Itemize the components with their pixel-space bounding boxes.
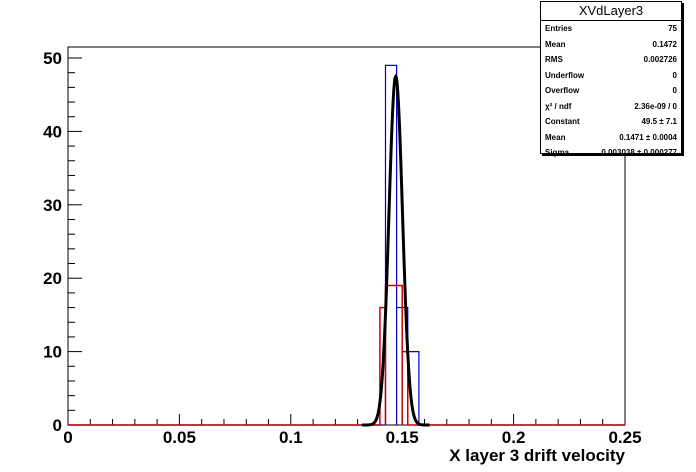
stats-row-underflow: Underflow 0 <box>545 70 677 80</box>
x-tick-label: 0.05 <box>163 428 196 447</box>
stats-row-sigma: Sigma 0.003038 ± 0.000277 <box>545 148 677 158</box>
y-tick-label: 30 <box>43 196 62 215</box>
stats-row-overflow: Overflow 0 <box>545 86 677 96</box>
y-tick-label: 0 <box>53 416 62 435</box>
stats-row-constant: Constant 49.5 ± 7.1 <box>545 117 677 127</box>
y-tick-label: 10 <box>43 343 62 362</box>
stats-row-chi2: χ² / ndf 2.36e-09 / 0 <box>545 101 677 111</box>
y-tick-label: 40 <box>43 122 62 141</box>
x-axis-label: X layer 3 drift velocity <box>449 446 625 465</box>
gaussian-fit-curve <box>361 73 430 427</box>
x-tick-label: 0.2 <box>502 428 526 447</box>
stats-row-mean: Mean 0.1472 <box>545 39 677 49</box>
x-tick-label: 0.25 <box>608 428 641 447</box>
y-tick-label: 50 <box>43 49 62 68</box>
histogram-series-2 <box>68 284 625 426</box>
y-tick-label: 20 <box>43 269 62 288</box>
x-tick-label: 0.1 <box>279 428 303 447</box>
stats-row-rms: RMS 0.002726 <box>545 55 677 65</box>
stats-box: XVdLayer3 Entries 75 Mean 0.1472 RMS 0.0027… <box>540 1 682 157</box>
x-tick-label: 0 <box>63 428 72 447</box>
x-tick-label: 0.15 <box>386 428 419 447</box>
stats-row-fit-mean: Mean 0.1471 ± 0.0004 <box>545 132 677 142</box>
stats-title: XVdLayer3 <box>541 2 681 21</box>
stats-row-entries: Entries 75 <box>545 24 677 34</box>
